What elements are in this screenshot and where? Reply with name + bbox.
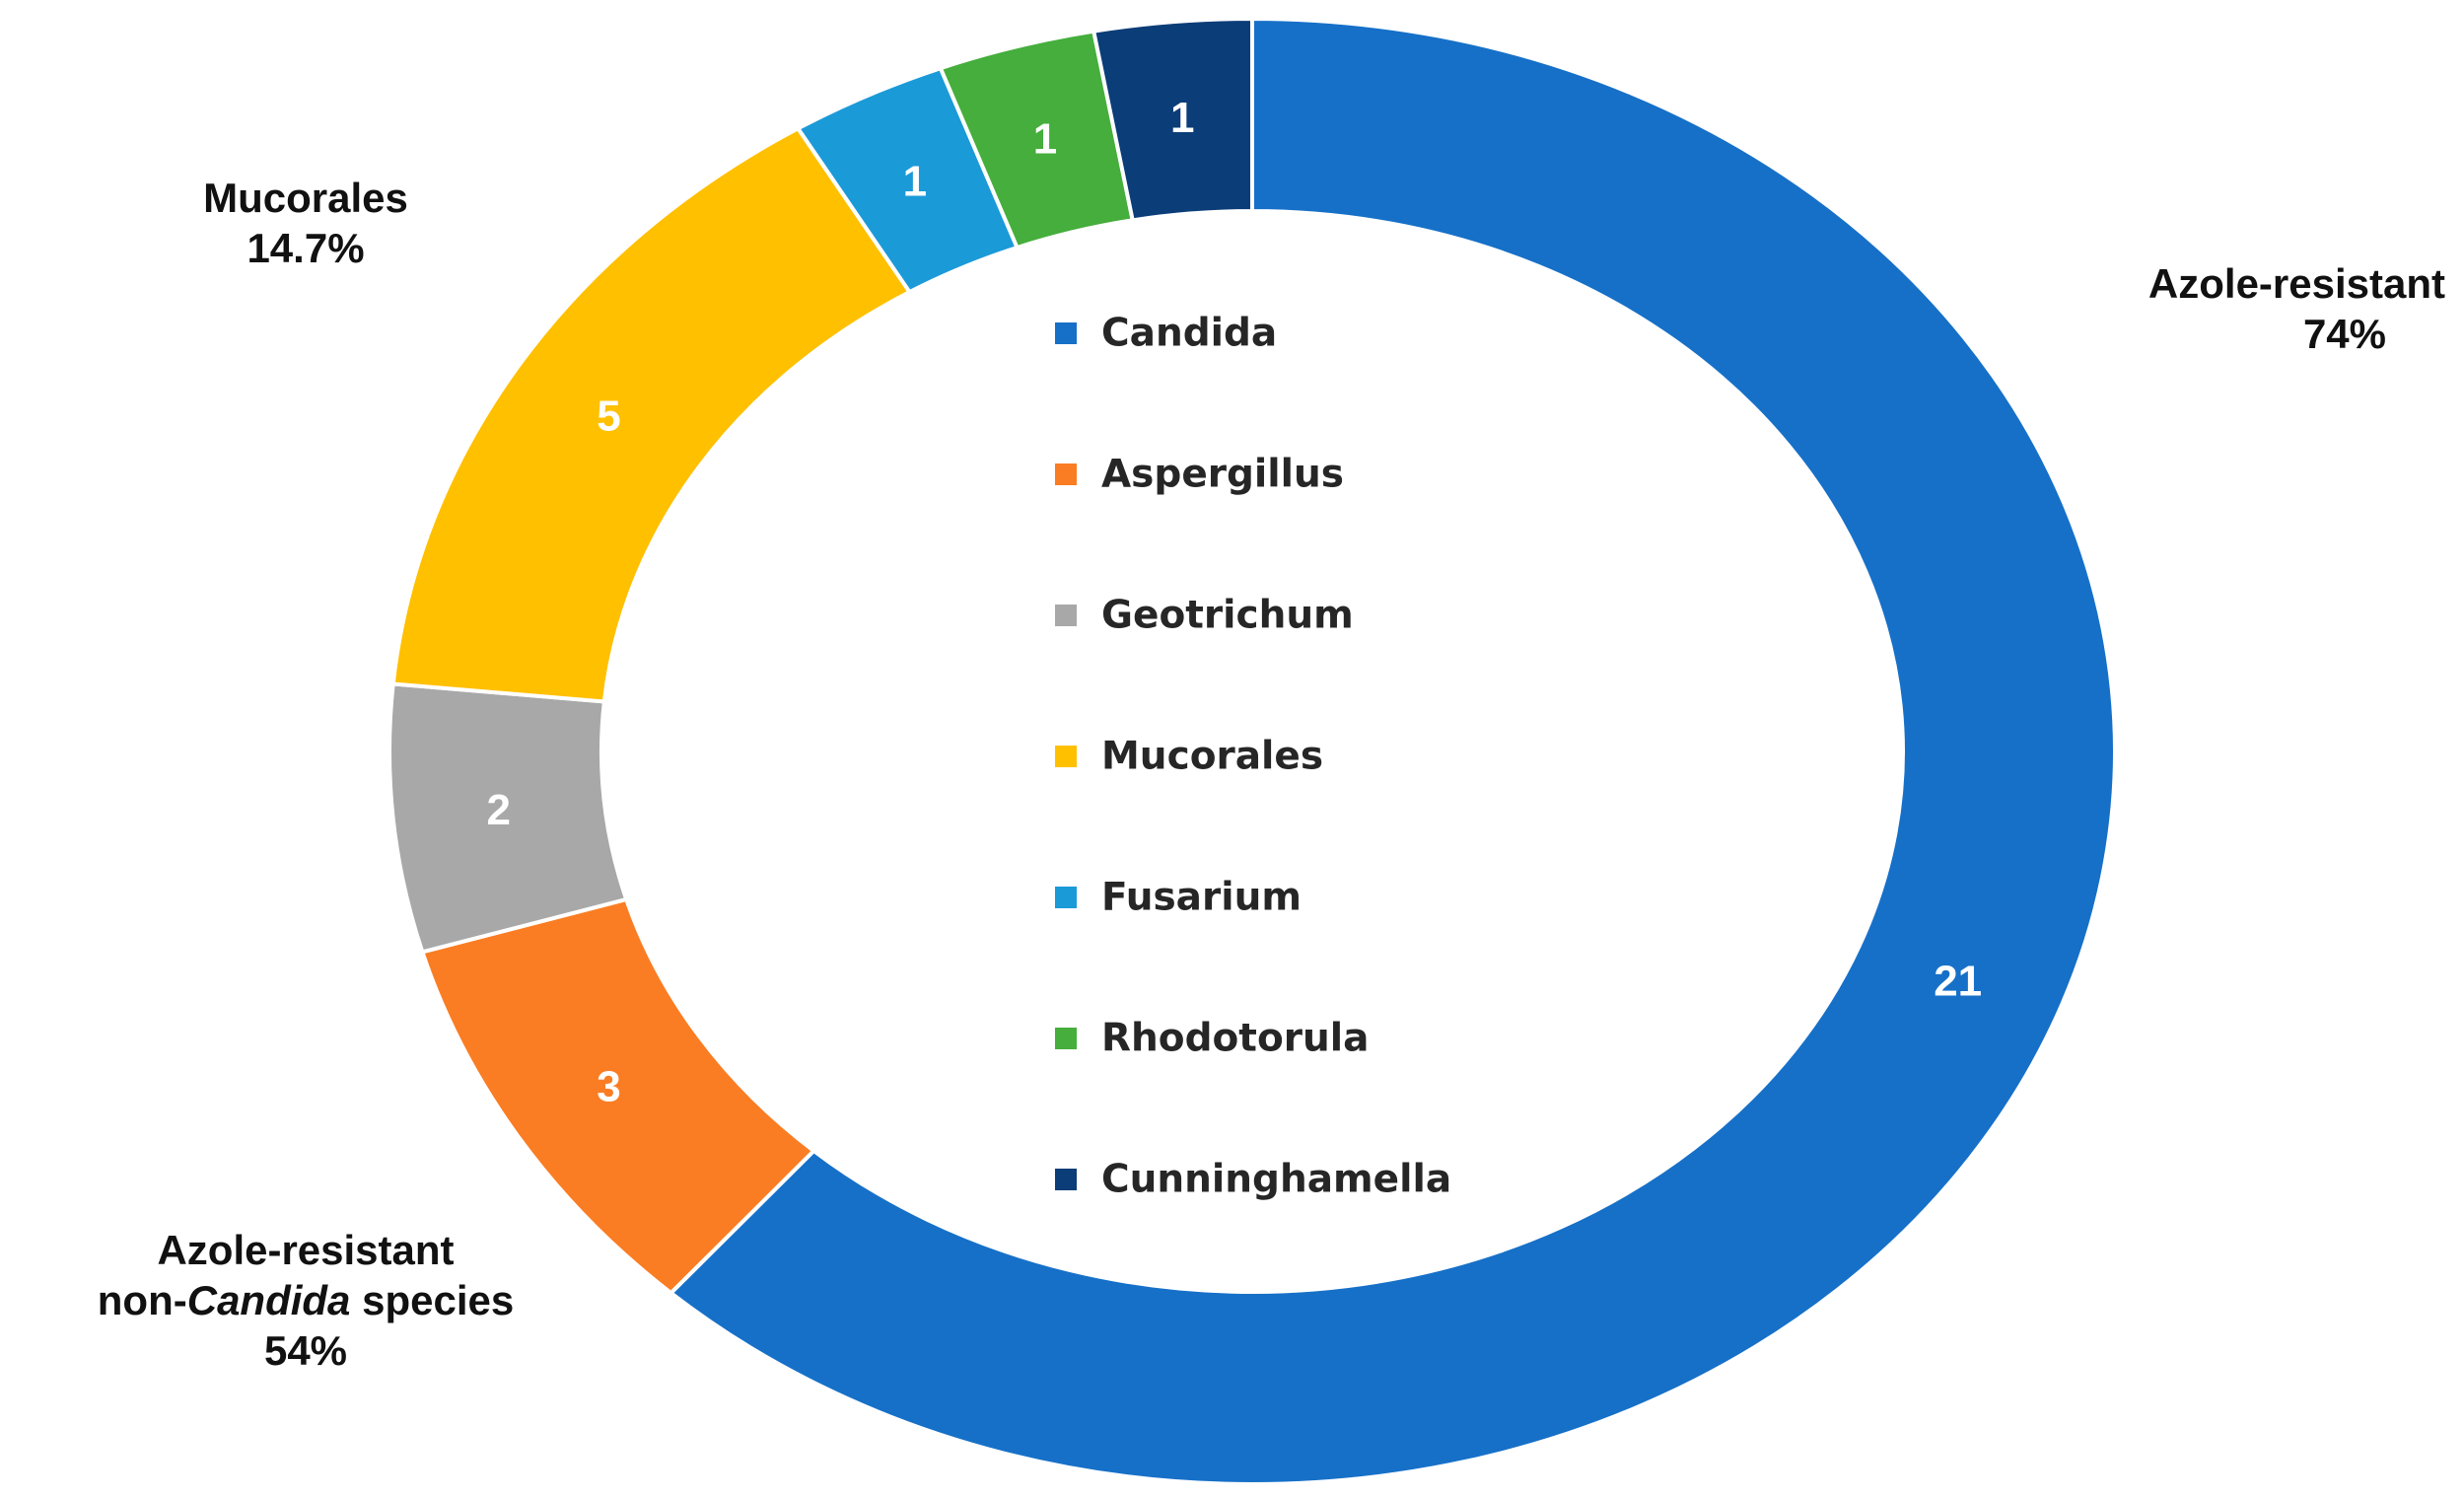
annotation-azole-resistant-non-candida: Azole-resistant non-Candida species 54%	[10, 1225, 601, 1377]
annotation-noncandida-suffix: species	[350, 1277, 515, 1324]
legend-swatch-fusarium	[1055, 887, 1077, 908]
legend-swatch-mucorales	[1055, 746, 1077, 767]
annotation-noncandida-prefix: non-	[97, 1277, 187, 1324]
legend-label-candida: Candida	[1101, 312, 1277, 356]
slice-candida	[668, 16, 2117, 1486]
legend-label-geotrichum: Geotrichum	[1101, 594, 1354, 638]
legend-label-cunninghamella: Cunninghamella	[1101, 1158, 1451, 1202]
annotation-candida-title: Azole-resistant	[2147, 260, 2445, 307]
annotation-noncandida-subtitle: non-Candida species	[10, 1275, 601, 1325]
annotation-noncandida-percent: 54%	[263, 1327, 348, 1375]
legend-label-aspergillus: Aspergillus	[1101, 453, 1344, 497]
legend-swatch-cunninghamella	[1055, 1169, 1077, 1190]
donut-slices	[387, 16, 2117, 1486]
annotation-mucorales-percent: 14.7%	[246, 225, 365, 272]
value-label-mucorales: 5	[597, 392, 620, 441]
value-label-geotrichum: 2	[487, 786, 511, 834]
slice-value-labels: 21 3 2 5 1 1 1	[487, 94, 1983, 1111]
value-label-rhodotorula: 1	[1033, 115, 1057, 164]
value-label-cunninghamella: 1	[1170, 94, 1194, 142]
legend: Candida Aspergillus Geotrichum Mucorales Fus…	[1055, 312, 1451, 1202]
annotation-noncandida-italic: Candida	[186, 1277, 351, 1324]
annotation-azole-resistant-candida: Azole-resistant 74%	[2031, 258, 2445, 359]
slice-mucorales	[390, 125, 913, 704]
value-label-fusarium: 1	[903, 158, 927, 206]
legend-label-mucorales: Mucorales	[1101, 735, 1323, 779]
legend-swatch-rhodotorula	[1055, 1028, 1077, 1049]
annotation-mucorales-title: Mucorales	[203, 175, 408, 221]
annotation-noncandida-title: Azole-resistant	[157, 1227, 455, 1273]
legend-label-rhodotorula: Rhodotorula	[1101, 1017, 1369, 1061]
value-label-aspergillus: 3	[597, 1062, 620, 1110]
annotation-candida-percent: 74%	[2302, 311, 2386, 358]
legend-label-fusarium: Fusarium	[1101, 876, 1302, 920]
legend-swatch-geotrichum	[1055, 605, 1077, 626]
legend-swatch-candida	[1055, 322, 1077, 344]
annotation-mucorales: Mucorales 14.7%	[168, 173, 444, 273]
value-label-candida: 21	[1934, 958, 1982, 1006]
legend-swatch-aspergillus	[1055, 464, 1077, 485]
slice-cunninghamella	[1091, 16, 1254, 223]
